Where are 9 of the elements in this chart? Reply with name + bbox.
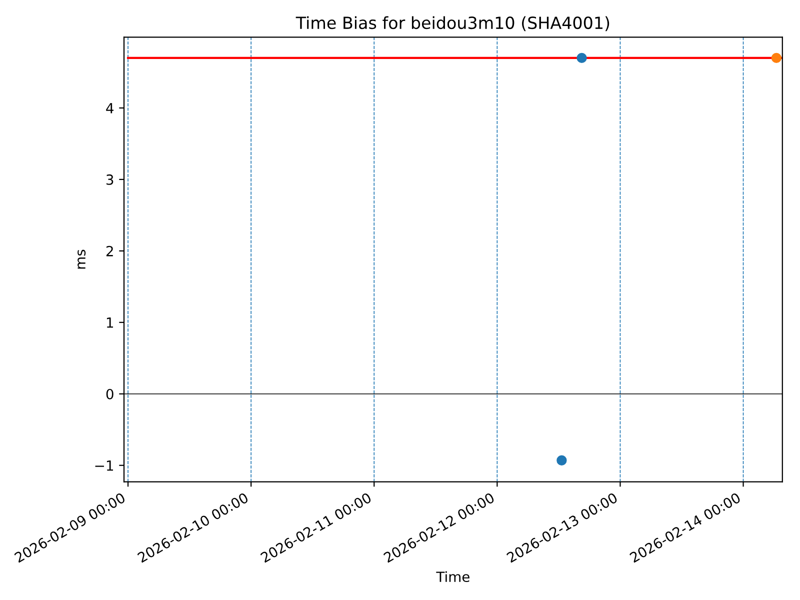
y-tick-label: 4	[106, 103, 114, 114]
y-tick-label: 1	[106, 318, 113, 328]
x-axis-title: Time	[436, 571, 470, 582]
y-tick-label: 3	[106, 174, 114, 185]
y-tick-label: −1	[95, 460, 113, 471]
y-tick-label: 0	[106, 388, 114, 400]
y-tick-label: 2	[106, 246, 113, 256]
y-axis-title: ms	[78, 250, 86, 269]
chart-title: Time Bias for beidou3m10 (SHA4001)	[296, 16, 610, 32]
